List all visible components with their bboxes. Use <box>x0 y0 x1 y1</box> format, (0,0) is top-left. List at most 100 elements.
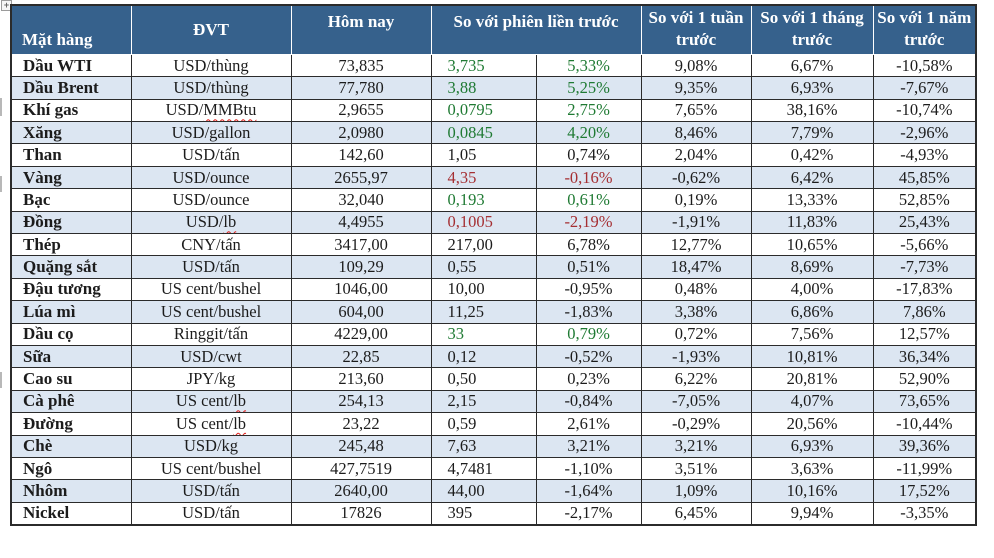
cell-today: 213,60 <box>290 367 432 391</box>
cell-unit: USD/lb <box>130 210 292 235</box>
table-row: Cao su JPY/kg 213,60 0,50 0,23% 6,22% 20,81% 52… <box>10 367 977 391</box>
cell-vs-year: 52,90% <box>872 367 977 391</box>
cell-change-pct: -1,83% <box>535 300 642 324</box>
cell-vs-month: 10,65% <box>750 232 874 257</box>
cell-unit: USD/tấn <box>130 479 292 503</box>
cell-change-pct: 3,21% <box>535 434 642 458</box>
cell-vs-week: 9,08% <box>640 53 752 78</box>
cell-unit: US cent/bushel <box>130 277 292 302</box>
table-row: Đậu tương US cent/bushel 1046,00 10,00 -0,95… <box>10 277 977 302</box>
cell-vs-month: 0,42% <box>750 143 874 167</box>
cell-vs-year: 36,34% <box>872 344 977 369</box>
cell-change: 0,50 <box>430 367 537 391</box>
cell-change: 0,55 <box>430 255 537 279</box>
cell-vs-week: 0,72% <box>640 322 752 346</box>
cell-unit: JPY/kg <box>130 367 292 391</box>
cell-vs-week: -0,62% <box>640 165 752 190</box>
cell-vs-month: 4,07% <box>750 389 874 414</box>
cell-today: 1046,00 <box>290 277 432 302</box>
cell-vs-month: 20,81% <box>750 367 874 391</box>
cell-change-pct: 0,74% <box>535 143 642 167</box>
col-header-vs-prev-session: So với phiên liền trước <box>430 4 642 55</box>
cell-vs-year: -7,67% <box>872 76 977 100</box>
table-row: Dầu Brent USD/thùng 77,780 3,88 5,25% 9,35% 6,… <box>10 76 977 100</box>
col-header-vs-week: So với 1 tuần trước <box>640 4 752 55</box>
cell-change-pct: 6,78% <box>535 232 642 257</box>
cell-commodity: Khí gas <box>10 98 132 123</box>
cell-vs-month: 6,67% <box>750 53 874 78</box>
cell-change: 44,00 <box>430 479 537 503</box>
cell-vs-month: 7,56% <box>750 322 874 346</box>
table-row: Đồng USD/lb 4,4955 0,1005 -2,19% -1,91% 11,83%… <box>10 210 977 235</box>
cell-today: 3417,00 <box>290 232 432 257</box>
cell-vs-month: 3,63% <box>750 456 874 481</box>
cell-commodity: Dầu Brent <box>10 76 132 100</box>
table-row: Sữa USD/cwt 22,85 0,12 -0,52% -1,93% 10,81% 36,… <box>10 344 977 369</box>
cell-vs-week: 0,19% <box>640 188 752 212</box>
cell-today: 17826 <box>290 501 432 526</box>
cell-today: 32,040 <box>290 188 432 212</box>
cell-vs-month: 10,16% <box>750 479 874 503</box>
cell-change: 1,05 <box>430 143 537 167</box>
cell-unit: USD/ounce <box>130 165 292 190</box>
cell-change: 0,1005 <box>430 210 537 235</box>
cell-commodity: Sữa <box>10 344 132 369</box>
cell-commodity: Vàng <box>10 165 132 190</box>
cell-change: 0,59 <box>430 412 537 436</box>
cell-today: 604,00 <box>290 300 432 324</box>
table-row: Dầu cọ Ringgit/tấn 4229,00 33 0,79% 0,72% 7,56… <box>10 322 977 346</box>
cell-today: 2655,97 <box>290 165 432 190</box>
col-header-today: Hôm nay <box>290 4 432 55</box>
cell-vs-month: 6,42% <box>750 165 874 190</box>
table-header: Mặt hàng ĐVT Hôm nay So với phiên liền t… <box>10 4 977 55</box>
page-edge-tick <box>0 372 2 388</box>
cell-change: 3,735 <box>430 53 537 78</box>
cell-commodity: Xăng <box>10 121 132 145</box>
cell-today: 22,85 <box>290 344 432 369</box>
cell-vs-month: 13,33% <box>750 188 874 212</box>
cell-vs-year: -10,58% <box>872 53 977 78</box>
cell-vs-year: 45,85% <box>872 165 977 190</box>
cell-today: 2640,00 <box>290 479 432 503</box>
cell-vs-week: 6,22% <box>640 367 752 391</box>
cell-change-pct: -0,16% <box>535 165 642 190</box>
col-header-vs-month: So với 1 tháng trước <box>750 4 874 55</box>
cell-vs-year: -10,44% <box>872 412 977 436</box>
spellcheck-squiggle: lb <box>233 391 247 411</box>
cell-change-pct: -1,10% <box>535 456 642 481</box>
cell-unit: Ringgit/tấn <box>130 322 292 346</box>
cell-vs-month: 9,94% <box>750 501 874 526</box>
cell-change: 0,0795 <box>430 98 537 123</box>
cell-change-pct: 0,61% <box>535 188 642 212</box>
cell-commodity: Quặng sắt <box>10 255 132 279</box>
cell-change-pct: -0,95% <box>535 277 642 302</box>
cell-change-pct: 0,51% <box>535 255 642 279</box>
cell-today: 4229,00 <box>290 322 432 346</box>
cell-vs-year: -5,66% <box>872 232 977 257</box>
cell-vs-year: -4,93% <box>872 143 977 167</box>
cell-vs-week: 18,47% <box>640 255 752 279</box>
spellcheck-squiggle: MMBtu <box>203 100 257 120</box>
cell-today: 427,7519 <box>290 456 432 481</box>
cell-change-pct: 0,79% <box>535 322 642 346</box>
cell-unit: USD/thùng <box>130 76 292 100</box>
cell-commodity: Nhôm <box>10 479 132 503</box>
col-header-commodity: Mặt hàng <box>10 4 132 55</box>
cell-unit: USD/cwt <box>130 344 292 369</box>
cell-change: 10,00 <box>430 277 537 302</box>
cell-vs-year: -11,99% <box>872 456 977 481</box>
cell-today: 4,4955 <box>290 210 432 235</box>
cell-commodity: Lúa mì <box>10 300 132 324</box>
cell-change-pct: 5,33% <box>535 53 642 78</box>
cell-vs-year: -2,96% <box>872 121 977 145</box>
cell-vs-week: 6,45% <box>640 501 752 526</box>
cell-unit: USD/ounce <box>130 188 292 212</box>
cell-change: 33 <box>430 322 537 346</box>
table-row: Bạc USD/ounce 32,040 0,193 0,61% 0,19% 13,33% 5… <box>10 188 977 212</box>
cell-commodity: Dầu cọ <box>10 322 132 346</box>
cell-vs-week: -0,29% <box>640 412 752 436</box>
table-body: Dầu WTI USD/thùng 73,835 3,735 5,33% 9,08% 6,6… <box>10 53 977 526</box>
cell-change: 7,63 <box>430 434 537 458</box>
spellcheck-squiggle: lb <box>223 212 237 232</box>
